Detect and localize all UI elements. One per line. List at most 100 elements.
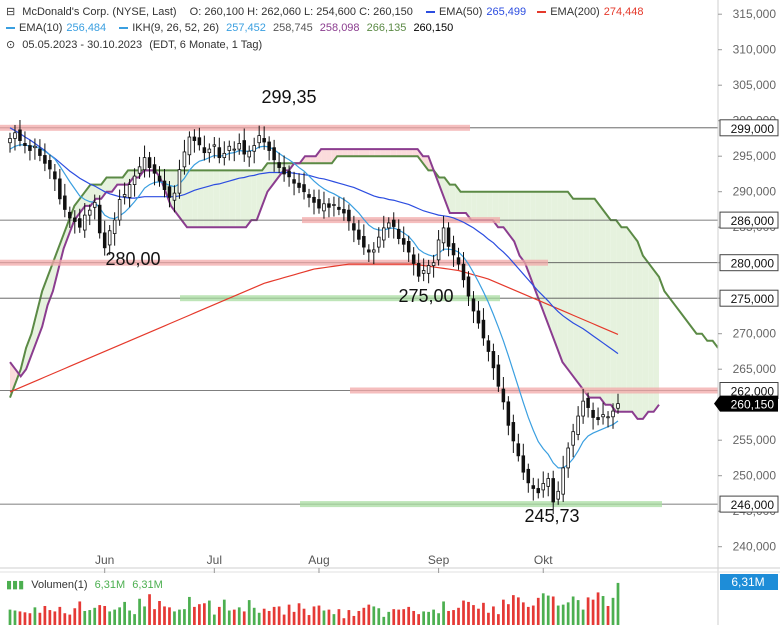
volume-bar (183, 609, 186, 625)
cloud-segment (374, 149, 381, 157)
volume-bar (352, 615, 356, 625)
volume-bar (18, 611, 22, 625)
volume-bar (138, 598, 141, 625)
volume-bar (272, 606, 276, 625)
volume-bar (198, 604, 201, 625)
cloud-segment (342, 149, 348, 157)
cloud-segment (476, 191, 482, 221)
volume-bar (541, 593, 545, 625)
volume-bar (113, 609, 117, 625)
cloud-segment (369, 149, 375, 157)
volume-bar (83, 610, 87, 625)
volume-bar (382, 616, 386, 625)
current-price-label: 260,150 (731, 398, 775, 412)
level-zone (300, 501, 662, 508)
y-axis-panel (718, 0, 780, 625)
cloud-segment (364, 149, 370, 157)
cloud-segment (567, 191, 574, 377)
volume-bar (23, 612, 27, 625)
candle-body (606, 416, 610, 419)
ema200-swatch (537, 11, 547, 14)
cloud-segment (358, 149, 364, 157)
cloud-segment (267, 163, 273, 192)
candle-body (112, 219, 117, 234)
volume-bar (526, 606, 530, 625)
volume-bar (63, 613, 67, 625)
volume-bar (297, 603, 301, 625)
candle-body (107, 230, 112, 246)
candle-body (157, 175, 162, 182)
candle-body (446, 227, 451, 247)
cloud-segment (449, 184, 456, 213)
level-tag-label: 280,000 (731, 257, 775, 271)
volume-bar (252, 607, 256, 625)
cloud-segment (111, 177, 118, 192)
candle-body (297, 182, 301, 188)
volume-bar (133, 614, 136, 625)
volume-bar (467, 601, 470, 625)
ikh-value-3: 258,098 (319, 22, 360, 34)
volume-bars (8, 582, 620, 625)
cloud-segment (235, 170, 241, 228)
candle-body (451, 243, 456, 256)
candle-body (58, 178, 62, 200)
volume-bar (327, 609, 331, 625)
cloud-segment (503, 191, 509, 235)
cloud-segment (315, 149, 322, 164)
cloud-segment (117, 177, 123, 185)
level-tag-box (719, 495, 779, 513)
cloud-segment (637, 241, 643, 419)
volume-bar (442, 601, 445, 625)
ichimoku-cloud (9, 148, 719, 420)
candle-body (177, 169, 182, 194)
volume-bar (596, 592, 600, 625)
volume-bar (531, 605, 535, 625)
cloud-segment (122, 170, 128, 185)
ikh-value-4: 266,135 (366, 22, 407, 34)
candle-body (38, 148, 42, 156)
volume-bar (611, 597, 615, 625)
candle-body (561, 467, 565, 495)
ikh-swatch (119, 27, 129, 30)
candle-body (182, 151, 187, 168)
volume-bar (392, 609, 396, 625)
candle-body (222, 152, 227, 159)
cloud-segment (557, 191, 563, 363)
volume-bar (108, 611, 112, 625)
candle-body (531, 485, 536, 489)
cloud-segment (412, 149, 418, 157)
annotations: 299,35 280,00 275,00 245,73 (105, 87, 579, 526)
candle-body (202, 147, 207, 154)
candle-body (8, 138, 12, 144)
candle-body (546, 478, 550, 487)
cloud-segment (321, 149, 327, 164)
level-zone (0, 124, 470, 131)
candle-body (192, 136, 197, 141)
candle-body (267, 141, 271, 151)
volume-bar (337, 609, 341, 625)
cloud-segment (401, 149, 407, 157)
volume-bar (477, 608, 480, 625)
candle-body (187, 136, 192, 156)
candle-body (337, 206, 341, 210)
volume-bar (412, 610, 416, 625)
volume-bar (457, 607, 460, 625)
indicator-lines (9, 127, 619, 469)
candle-body (122, 194, 127, 198)
candle-body (172, 192, 177, 201)
volume-bar (422, 611, 425, 625)
candle-body (257, 135, 261, 144)
collapse-icon[interactable]: ⊟ (6, 6, 16, 18)
y-tick-label: 270,000 (733, 327, 777, 341)
volume-bar (472, 605, 475, 625)
cloud-segment (541, 191, 547, 320)
candle-body (466, 276, 471, 297)
volume-legend: ▮▮▮ Volumen(1) 6,31M 6,31M (6, 578, 167, 591)
candle-body (601, 414, 605, 418)
candle-body (167, 186, 172, 198)
candle-body (33, 145, 37, 149)
candle-body (372, 249, 376, 253)
candle-body (282, 167, 286, 175)
ema200-line (9, 263, 619, 393)
volume-bar (193, 606, 196, 625)
